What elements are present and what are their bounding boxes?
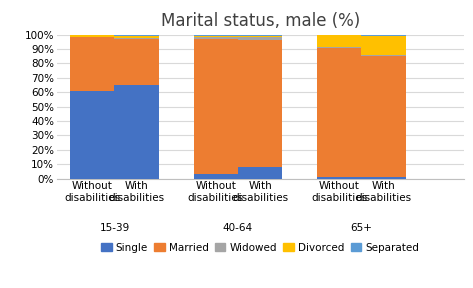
Bar	[193, 37, 238, 39]
Text: 40-64: 40-64	[223, 223, 253, 233]
Bar	[317, 47, 361, 48]
Bar	[361, 56, 406, 177]
Bar	[193, 36, 238, 37]
Bar	[361, 35, 406, 36]
Bar	[114, 85, 159, 179]
Bar	[70, 37, 114, 91]
Bar	[70, 91, 114, 179]
Bar	[317, 177, 361, 179]
Bar	[70, 35, 114, 37]
Bar	[114, 38, 159, 39]
Bar	[114, 36, 159, 38]
Bar	[361, 177, 406, 179]
Bar	[317, 48, 361, 177]
Text: 15-39: 15-39	[99, 223, 130, 233]
Legend: Single, Married, Widowed, Divorced, Separated: Single, Married, Widowed, Divorced, Sepa…	[97, 238, 423, 257]
Bar	[238, 167, 282, 179]
Bar	[317, 35, 361, 47]
Bar	[361, 55, 406, 56]
Bar	[238, 40, 282, 167]
Bar	[193, 39, 238, 174]
Bar	[238, 35, 282, 36]
Bar	[193, 35, 238, 36]
Bar	[114, 35, 159, 36]
Text: 65+: 65+	[350, 223, 372, 233]
Bar	[114, 39, 159, 85]
Bar	[361, 36, 406, 55]
Bar	[238, 36, 282, 37]
Bar	[193, 174, 238, 179]
Title: Marital status, male (%): Marital status, male (%)	[160, 12, 360, 30]
Bar	[238, 37, 282, 40]
